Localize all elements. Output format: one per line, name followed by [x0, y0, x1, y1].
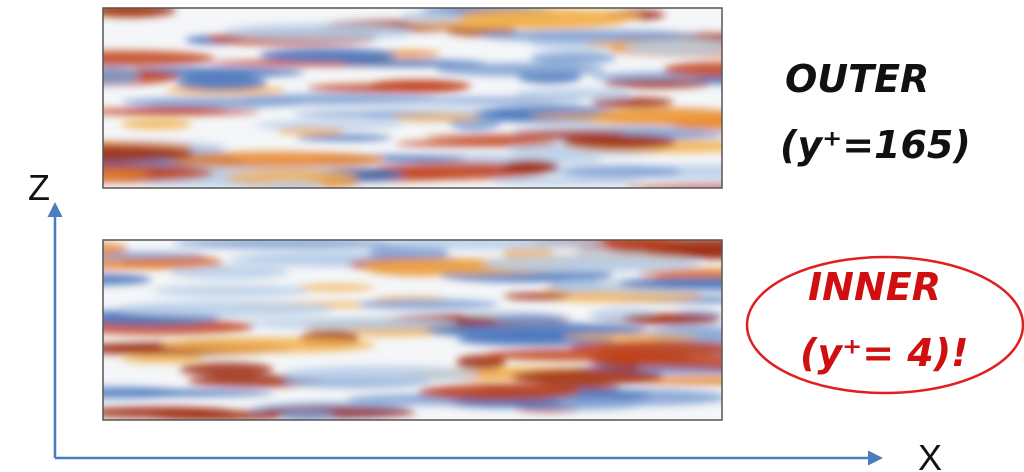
streak — [391, 113, 483, 122]
streak — [622, 313, 721, 325]
streak — [278, 410, 335, 420]
streak — [663, 62, 722, 78]
streak — [103, 273, 152, 286]
streak — [340, 59, 487, 67]
streak — [175, 75, 268, 91]
streak — [169, 264, 290, 280]
streak — [570, 340, 722, 355]
z-label: Z — [28, 167, 50, 208]
streak — [562, 333, 699, 341]
streak — [638, 268, 722, 280]
streak — [395, 140, 559, 148]
streak — [282, 365, 480, 383]
streak — [172, 240, 396, 249]
streak — [225, 170, 359, 184]
outer-location: (y⁺=165) — [780, 123, 971, 167]
streak — [591, 97, 674, 108]
streak — [120, 354, 206, 364]
streak — [103, 8, 176, 18]
streak — [503, 292, 570, 300]
streak — [558, 165, 682, 178]
streak — [603, 79, 710, 89]
streak — [103, 108, 261, 116]
streak — [103, 256, 225, 270]
streak — [510, 368, 664, 386]
streak — [103, 251, 206, 260]
streak — [418, 383, 580, 401]
streak — [103, 50, 215, 67]
streak — [160, 337, 376, 353]
streak — [481, 254, 703, 273]
streak — [246, 317, 459, 330]
streak — [513, 88, 633, 100]
streak — [492, 313, 567, 324]
streak — [501, 159, 559, 174]
streak — [479, 29, 699, 42]
streak — [435, 63, 606, 77]
streak — [257, 181, 325, 188]
x-label: X — [918, 437, 942, 472]
highlight-ellipse — [745, 255, 1024, 395]
streak — [618, 277, 722, 290]
streak — [470, 13, 625, 30]
streak — [120, 118, 193, 130]
streak — [622, 183, 722, 188]
streak — [408, 97, 582, 104]
outer-field — [103, 8, 722, 188]
streak — [103, 66, 141, 85]
streak — [167, 151, 386, 169]
outer-name: OUTER — [785, 57, 929, 101]
streak — [296, 134, 393, 141]
streak — [367, 79, 472, 93]
inner-field — [103, 240, 722, 420]
streak — [103, 68, 180, 86]
streak — [103, 243, 128, 255]
streak — [121, 97, 309, 108]
streak — [367, 244, 449, 262]
streak — [179, 362, 274, 376]
outer-frame — [102, 7, 723, 189]
streak — [562, 134, 677, 150]
streak — [152, 284, 311, 297]
streak — [491, 176, 643, 186]
streak — [116, 300, 334, 318]
streak — [623, 39, 722, 56]
streak — [356, 299, 499, 310]
streak — [386, 240, 605, 250]
inner-location: (y⁺= 4)! — [800, 331, 968, 375]
streak — [529, 113, 722, 120]
streak — [103, 346, 167, 353]
streak — [450, 398, 563, 408]
streak — [529, 52, 617, 65]
streak — [222, 23, 414, 41]
streak — [187, 374, 323, 388]
streak — [424, 322, 649, 338]
streak — [295, 284, 375, 291]
streak — [259, 48, 398, 63]
streak — [103, 389, 274, 397]
streak — [147, 410, 285, 420]
inner-name: INNER — [808, 265, 941, 309]
streak — [455, 354, 507, 370]
streak — [254, 120, 403, 130]
streak — [103, 145, 195, 163]
streak — [667, 117, 722, 131]
inner-frame — [102, 239, 723, 421]
streak — [400, 11, 464, 24]
streak — [275, 127, 346, 135]
streak — [640, 247, 722, 257]
streak — [103, 170, 152, 179]
